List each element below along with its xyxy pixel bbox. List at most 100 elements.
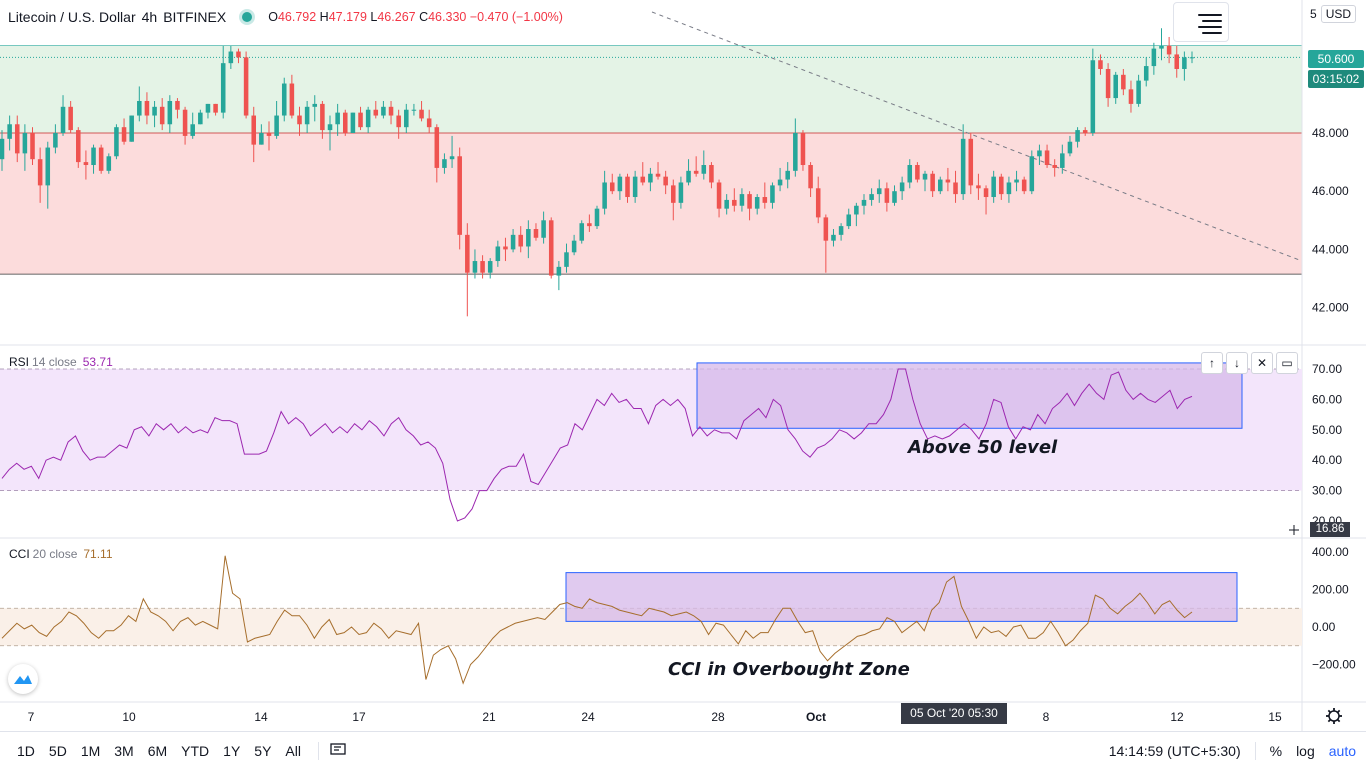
rsi-tick-label: 30.00 [1312,484,1342,498]
timeframe-1y[interactable]: 1Y [223,742,241,759]
candle [777,167,783,192]
clock-timezone[interactable]: 14:14:59 (UTC+5:30) [1108,742,1241,759]
rsi-tick-label: 60.00 [1312,392,1342,406]
candle [747,191,752,221]
timeframe-5d[interactable]: 5D [48,742,67,759]
candle [991,170,996,203]
candle [869,188,874,206]
close-pane-button[interactable]: ✕ [1251,352,1273,374]
candle [480,255,485,279]
candle [548,217,554,279]
price-tick-label: 42.000 [1312,301,1349,315]
candle [274,100,279,139]
move-pane-up-button[interactable]: ↑ [1201,352,1223,374]
toolbar-divider [1254,741,1256,760]
candle [327,115,333,151]
candle [1082,127,1088,136]
time-axis-label: 24 [581,710,595,724]
candle [716,179,722,218]
percent-scale-toggle[interactable]: % [1269,742,1283,759]
cci-legend[interactable]: CCI 20 close 71.11 [9,547,113,561]
candle [198,109,203,125]
candle [236,48,241,64]
candle [320,100,325,139]
time-axis-label: 21 [482,710,496,724]
candle [68,100,73,133]
close-icon: ✕ [1256,356,1268,370]
candle [396,109,401,139]
time-axis-label: 17 [352,710,366,724]
candle [1136,74,1141,107]
timeframe-3m[interactable]: 3M [114,742,134,759]
chart-legend: Litecoin / U.S. Dollar 4h BITFINEX O46.7… [4,6,567,28]
candle [594,205,600,230]
timeframe-5y[interactable]: 5Y [254,742,272,759]
candle [1159,28,1164,61]
candle [251,106,257,163]
candle [701,150,707,180]
rsi-annotation: Above 50 level [908,437,1058,458]
candle [1166,36,1172,64]
rsi-legend[interactable]: RSI 14 close 53.71 [9,355,113,369]
candle [693,156,699,177]
toolbar-divider [317,741,319,760]
candle [358,106,363,131]
chart-menu-button[interactable] [1173,2,1229,42]
maximize-pane-button[interactable]: ▭ [1276,352,1298,374]
resistance-zone [0,45,1302,134]
timeframe-6m[interactable]: 6M [147,742,168,759]
candle [449,135,455,168]
candle [838,223,844,241]
candle [487,258,493,279]
candle [556,261,562,291]
symbol-name[interactable]: Litecoin / U.S. Dollar [8,9,136,25]
price-tick-label: 44.000 [1312,242,1349,256]
candle [915,162,920,183]
move-pane-down-button[interactable]: ↓ [1226,352,1248,374]
candle [1143,57,1149,87]
replay-icon[interactable] [329,741,347,760]
candle [899,176,905,200]
timeframe-1m[interactable]: 1M [80,742,101,759]
candle [312,95,318,122]
log-scale-toggle[interactable]: log [1296,742,1315,759]
candle [266,121,272,151]
candle [1006,176,1012,203]
candle [37,147,43,203]
rsi-tick-label: 50.00 [1312,423,1342,437]
candle [495,240,501,267]
candle [167,95,173,133]
candle [14,115,20,163]
cci-line [1,555,1193,685]
cci-tick-label: 200.00 [1312,583,1349,597]
candle [114,124,119,160]
timeframe-1d[interactable]: 1D [17,742,35,759]
candle [388,100,394,125]
tradingview-logo-icon[interactable] [8,664,38,694]
candle [0,130,5,171]
candle [137,86,142,122]
candle [205,103,211,119]
candle [907,159,913,189]
auto-scale-toggle[interactable]: auto [1328,742,1356,759]
timeframe-all[interactable]: All [285,742,301,759]
timeframe-ytd[interactable]: YTD [181,742,210,759]
candle [518,226,523,253]
candle [259,124,264,145]
symbol-interval[interactable]: 4h [141,9,158,25]
candle [968,133,974,195]
candle [808,162,813,198]
candle [213,103,218,116]
candle [335,103,340,136]
candle [625,173,630,203]
candle [762,182,768,209]
candle [815,176,821,224]
currency-selector[interactable]: 5 USD [1310,5,1357,23]
cci-annotation: CCI in Overbought Zone [668,659,910,680]
candle [350,112,356,133]
candle [175,98,180,119]
candle [609,173,615,195]
time-axis-label: 12 [1170,710,1184,724]
rsi-tick-label: 70.00 [1312,362,1342,376]
